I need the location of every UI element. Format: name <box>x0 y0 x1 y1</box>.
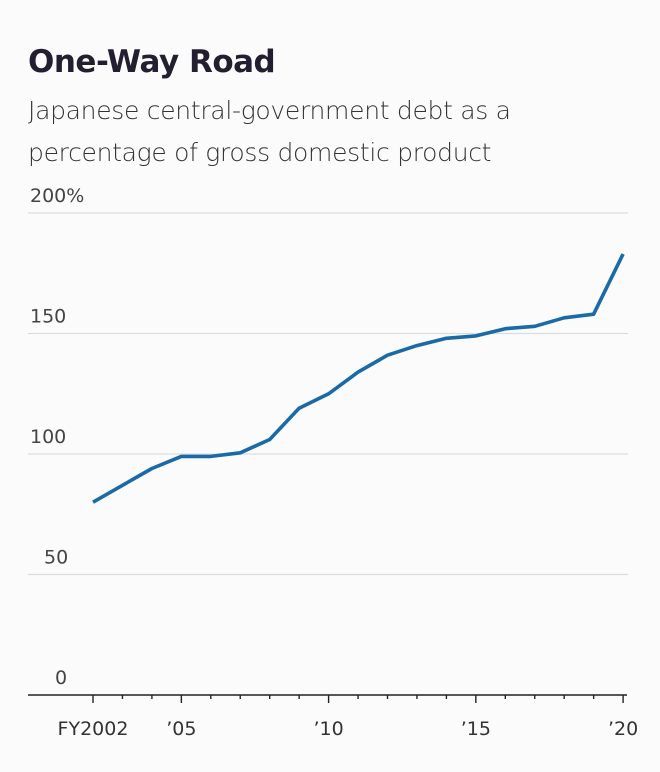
chart-title: One-Way Road <box>28 44 276 80</box>
y-tick-label-100: 100 <box>30 426 66 448</box>
series-line-0 <box>92 253 625 504</box>
x-tick-label-2005: ’05 <box>166 718 196 740</box>
y-tick-label-50: 50 <box>44 547 68 569</box>
gridlines <box>28 212 628 576</box>
y-tick-label-0: 0 <box>55 667 67 689</box>
chart-subtitle: Japanese central-government debt as a pe… <box>28 96 511 167</box>
y-tick-label-200: 200% <box>30 185 84 207</box>
y-axis-ticks: 0 50 100 150 200% <box>30 185 84 689</box>
x-axis: FY2002 ’05 ’10 ’15 ’20 <box>28 694 638 740</box>
series-lines <box>92 253 625 504</box>
x-tick-label-2002: FY2002 <box>58 718 129 740</box>
x-tick-label-2020: ’20 <box>608 718 638 740</box>
x-tick-label-2010: ’10 <box>313 718 343 740</box>
x-tick-label-2015: ’15 <box>461 718 491 740</box>
y-tick-label-150: 150 <box>30 306 66 328</box>
